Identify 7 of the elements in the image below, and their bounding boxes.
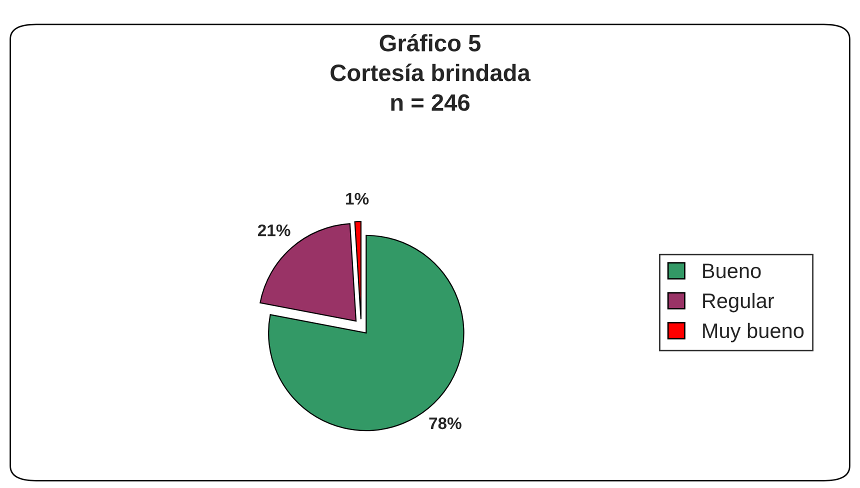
data-label: 1% [346,192,369,205]
data-label: 78% [429,417,462,430]
legend-label: Bueno [703,264,761,278]
legend-label: Regular [703,292,774,312]
legend-label: Muy bueno [703,322,804,342]
data-label: 21% [258,224,290,236]
chart-title: Gráfico 5 Cortesía brindada n = 246 [330,34,531,111]
